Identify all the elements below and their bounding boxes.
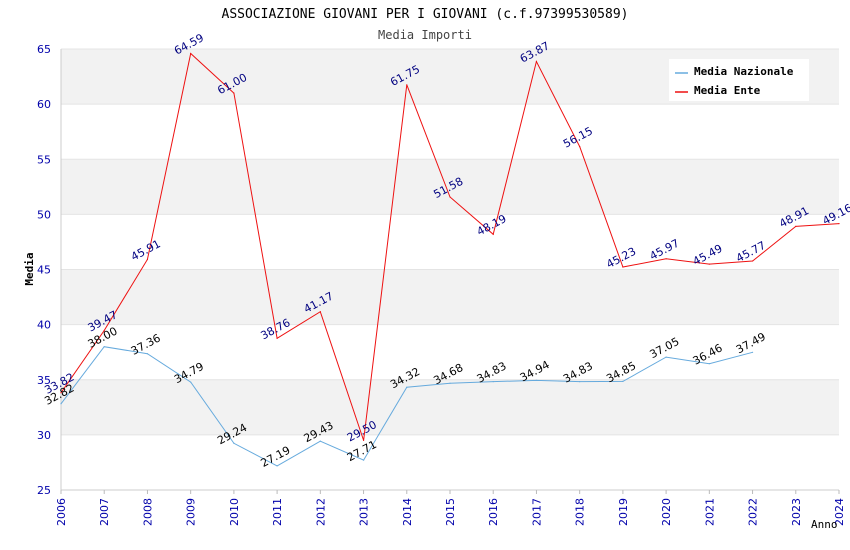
data-point	[838, 223, 840, 225]
data-point	[449, 382, 451, 384]
x-tick-label: 2022	[747, 498, 760, 526]
data-point	[492, 233, 494, 235]
y-tick-label: 25	[37, 484, 51, 497]
axes	[60, 49, 840, 494]
data-point	[708, 263, 710, 265]
x-tick-label: 2020	[660, 498, 673, 526]
x-tick-label: 2024	[833, 498, 846, 526]
data-point	[579, 381, 581, 383]
y-tick-label: 40	[37, 319, 51, 332]
data-point	[449, 196, 451, 198]
band	[61, 214, 839, 270]
y-tick-label: 55	[37, 153, 51, 166]
band	[61, 159, 839, 215]
background-bands	[61, 49, 839, 490]
legend-label-nazionale: Media Nazionale	[694, 65, 794, 78]
x-tick-label: 2019	[617, 498, 630, 526]
data-point	[622, 380, 624, 383]
x-tick-label: 2018	[574, 498, 587, 526]
x-tick-label: 2010	[228, 498, 241, 526]
data-point	[535, 60, 538, 63]
tick-labels: 25 30 35 40 45 50 55 60 65 2006 2007 2008 2009 2010 20…	[37, 43, 846, 526]
data-point	[708, 363, 710, 365]
series-lines	[60, 52, 840, 467]
band	[61, 269, 839, 325]
legend: Media Nazionale Media Ente	[669, 59, 809, 101]
data-point	[492, 381, 494, 383]
x-axis-label: Anno	[811, 518, 838, 531]
data-point	[60, 403, 62, 405]
legend-box	[669, 59, 809, 101]
band	[61, 104, 839, 160]
data-point	[276, 465, 278, 467]
band	[61, 434, 839, 490]
data-point	[146, 353, 149, 355]
x-tick-label: 2023	[790, 498, 803, 526]
band	[61, 324, 839, 380]
data-point	[103, 329, 105, 332]
x-tick-label: 2011	[271, 498, 284, 526]
y-axis-label: Media	[23, 252, 36, 285]
data-point	[665, 258, 667, 260]
data-point	[60, 392, 62, 394]
data-point	[751, 260, 754, 262]
data-point	[622, 266, 624, 268]
x-tick-label: 2009	[185, 498, 198, 526]
y-tick-label: 45	[37, 264, 51, 277]
data-point	[146, 258, 149, 261]
data-point	[103, 346, 105, 348]
data-point	[362, 439, 365, 441]
data-point	[535, 379, 538, 382]
data-point	[406, 84, 408, 86]
data-point	[319, 440, 321, 442]
x-tick-label: 2012	[314, 498, 327, 526]
x-tick-label: 2017	[530, 498, 543, 526]
data-point	[795, 225, 797, 227]
x-tick-label: 2015	[444, 498, 457, 526]
data-point	[751, 351, 754, 353]
x-tick-label: 2006	[55, 498, 68, 526]
x-tick-label: 2008	[141, 498, 154, 526]
x-tick-label: 2014	[401, 498, 414, 526]
y-tick-label: 65	[37, 43, 51, 56]
y-tick-label: 35	[37, 374, 51, 387]
y-tick-label: 30	[37, 429, 51, 442]
data-point	[276, 337, 278, 339]
data-point	[362, 459, 365, 461]
data-point	[190, 381, 192, 383]
x-tick-label: 2021	[703, 498, 716, 526]
x-tick-label: 2007	[98, 498, 111, 526]
x-tick-label: 2013	[358, 498, 371, 526]
data-point	[406, 386, 408, 388]
y-tick-label: 60	[37, 98, 51, 111]
data-point	[233, 92, 235, 94]
chart-subtitle: Media Importi	[378, 28, 472, 42]
x-tick-label: 2016	[487, 498, 500, 526]
data-point	[319, 311, 321, 313]
chart-title: ASSOCIAZIONE GIOVANI PER I GIOVANI (c.f.…	[222, 7, 629, 22]
data-point	[665, 356, 667, 358]
data-point	[579, 145, 581, 148]
y-tick-label: 50	[37, 208, 51, 221]
legend-label-ente: Media Ente	[694, 84, 761, 97]
band	[61, 379, 839, 435]
data-point	[190, 52, 192, 55]
data-point	[233, 442, 235, 444]
